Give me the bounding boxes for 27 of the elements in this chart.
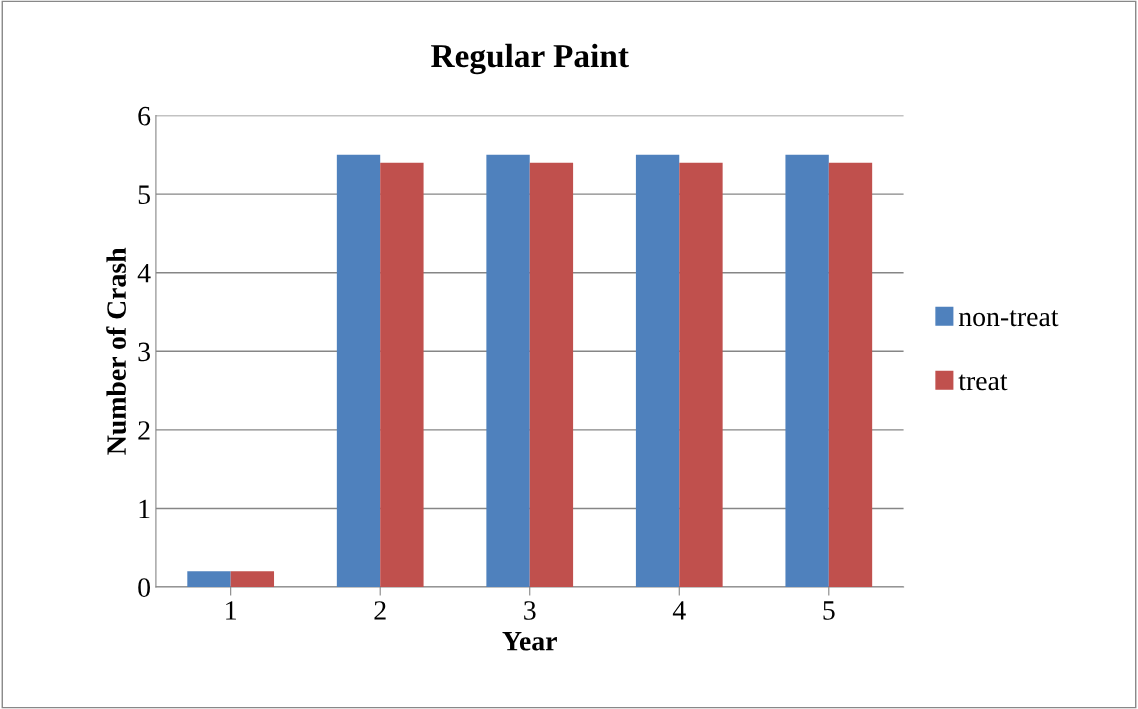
legend-label: non-treat bbox=[958, 310, 1059, 327]
bar bbox=[230, 571, 275, 588]
x-tick-label: 1 bbox=[226, 601, 236, 620]
x-tick-label: 3 bbox=[524, 601, 536, 620]
y-tick-label: 2 bbox=[138, 421, 150, 440]
y-tick-label: 3 bbox=[138, 342, 150, 362]
y-tick-label: 5 bbox=[138, 185, 150, 205]
legend-label: treat bbox=[958, 374, 1008, 391]
bar bbox=[187, 571, 231, 588]
y-tick-label: 6 bbox=[138, 106, 151, 126]
bar bbox=[679, 162, 723, 588]
y-tick-label: 1 bbox=[139, 499, 150, 519]
bar bbox=[828, 162, 873, 588]
bar bbox=[785, 154, 829, 588]
y-tick-label: 4 bbox=[137, 264, 151, 283]
x-axis-title: Year bbox=[502, 632, 557, 651]
bar bbox=[635, 154, 680, 588]
bar bbox=[529, 162, 574, 588]
y-axis-title: Number of Crash bbox=[106, 247, 127, 455]
bar bbox=[336, 154, 381, 588]
y-tick-label: 0 bbox=[138, 578, 150, 597]
bar bbox=[486, 154, 530, 588]
x-tick-label: 4 bbox=[672, 601, 686, 620]
x-tick-label: 2 bbox=[374, 601, 386, 620]
chart-title: Regular Paint bbox=[431, 43, 629, 75]
bar bbox=[380, 162, 424, 588]
x-tick-label: 5 bbox=[823, 601, 835, 620]
